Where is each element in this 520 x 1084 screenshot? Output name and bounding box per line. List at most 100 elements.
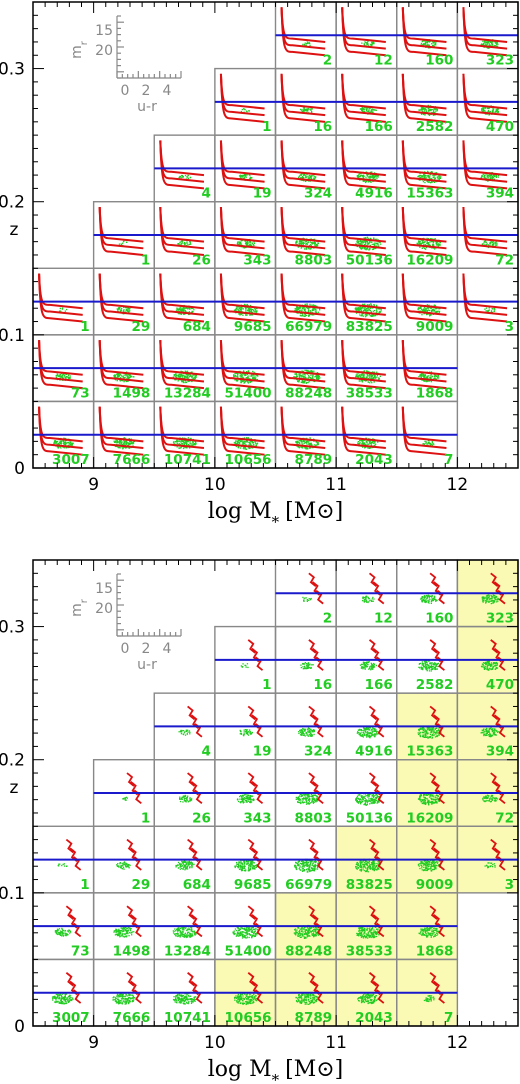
point [306, 371, 309, 373]
point [128, 310, 130, 312]
point [59, 446, 61, 448]
point [433, 443, 435, 445]
point [493, 310, 495, 312]
point [418, 241, 420, 243]
point [186, 447, 188, 449]
point [373, 243, 375, 246]
point [66, 997, 69, 999]
point [426, 242, 428, 244]
point [127, 998, 129, 1000]
point [361, 243, 363, 245]
point [367, 381, 369, 383]
point [58, 994, 60, 997]
point [244, 246, 246, 248]
point [487, 110, 490, 113]
point [124, 997, 126, 999]
point [187, 437, 189, 439]
point [488, 107, 490, 109]
point [65, 997, 67, 999]
point [234, 379, 236, 381]
point [119, 380, 121, 382]
point [116, 441, 118, 443]
point [239, 447, 242, 449]
point [315, 176, 317, 178]
point [302, 107, 305, 109]
point [182, 440, 184, 442]
point [249, 243, 251, 245]
point [300, 315, 302, 317]
point [367, 440, 369, 442]
point [427, 313, 429, 315]
point [426, 170, 429, 173]
point [176, 1000, 178, 1002]
point [305, 109, 307, 111]
point [243, 441, 245, 444]
point [316, 245, 318, 247]
point [487, 110, 490, 112]
point [369, 178, 371, 180]
point [359, 307, 361, 309]
point [243, 448, 245, 450]
point [368, 177, 370, 179]
model-track [462, 7, 508, 57]
point [133, 997, 135, 999]
point [296, 241, 298, 243]
point [306, 41, 308, 43]
point [307, 448, 309, 450]
point [124, 999, 126, 1001]
point [319, 309, 321, 311]
point [129, 310, 131, 312]
point [426, 237, 428, 240]
point [61, 1000, 63, 1003]
model-track [401, 140, 447, 177]
point [178, 1002, 180, 1004]
point [362, 379, 364, 381]
point [362, 374, 364, 376]
point [497, 108, 499, 110]
point [66, 999, 68, 1001]
point [310, 238, 312, 240]
cell-count: 50136 [346, 252, 393, 268]
point [125, 374, 127, 377]
point [438, 177, 440, 179]
point [488, 43, 490, 45]
point [57, 446, 59, 448]
point [373, 43, 375, 45]
point [494, 41, 497, 43]
point [235, 308, 237, 310]
point [64, 444, 67, 446]
point [67, 375, 70, 377]
point [317, 442, 319, 444]
point [55, 440, 57, 443]
point [243, 446, 245, 448]
point [364, 316, 367, 318]
cell-count: 7666 [113, 1010, 151, 1026]
point [249, 380, 252, 382]
point [65, 447, 68, 449]
point [421, 379, 423, 381]
point [56, 994, 59, 996]
point [361, 307, 363, 309]
point [433, 310, 436, 312]
cell-count: 10741 [164, 452, 211, 468]
point [436, 377, 439, 379]
point [62, 374, 64, 376]
model-track [462, 207, 508, 256]
point [194, 374, 196, 376]
point [434, 374, 437, 376]
point [253, 377, 255, 379]
point [296, 379, 298, 381]
point [434, 109, 436, 111]
point [195, 443, 197, 445]
point [310, 242, 313, 244]
point [181, 373, 183, 376]
point [437, 244, 439, 246]
model-track [341, 406, 386, 443]
point [367, 443, 369, 445]
point [132, 996, 134, 998]
model-track [98, 207, 144, 256]
point [419, 175, 421, 177]
model-track [462, 207, 508, 243]
point [420, 373, 422, 376]
point [128, 994, 130, 996]
